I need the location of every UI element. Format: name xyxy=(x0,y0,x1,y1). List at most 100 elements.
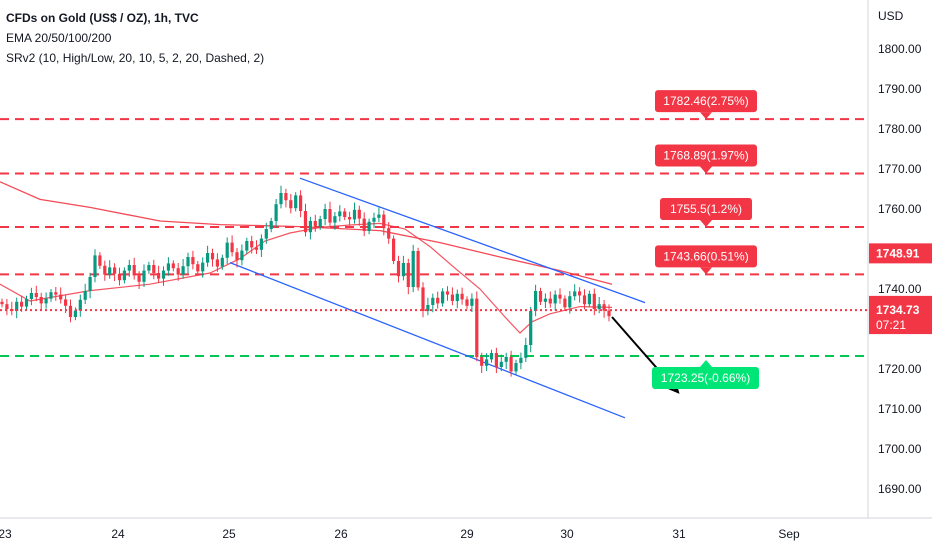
candle-body xyxy=(333,216,337,223)
candle-body xyxy=(592,293,596,309)
candle-body xyxy=(250,241,254,248)
candle-body xyxy=(264,229,268,239)
candle-body xyxy=(441,291,445,304)
candle-body xyxy=(494,353,498,367)
y-tick-label: 1770.00 xyxy=(878,162,922,176)
candle-body xyxy=(519,357,523,363)
candle-body xyxy=(313,221,317,227)
candle-body xyxy=(377,214,381,218)
candle-body xyxy=(289,200,293,209)
candle-body xyxy=(308,221,312,233)
candle-body xyxy=(382,214,386,229)
candle-body xyxy=(93,255,97,277)
candle-body xyxy=(348,217,352,220)
candle-body xyxy=(362,218,366,231)
candle-body xyxy=(323,209,327,219)
candle-body xyxy=(117,273,122,281)
candle-body xyxy=(15,301,19,311)
y-tick-label: 1710.00 xyxy=(878,402,922,416)
level-tag-pointer xyxy=(700,220,712,227)
candle-body xyxy=(137,275,141,282)
candle-body xyxy=(455,293,459,301)
price-axis-tag xyxy=(869,300,932,335)
candle-body xyxy=(460,293,464,300)
candle-body xyxy=(191,257,195,265)
candle-body xyxy=(367,221,371,231)
x-tick-label: 26 xyxy=(334,527,348,541)
candle-body xyxy=(480,357,484,366)
candle-body xyxy=(558,294,562,299)
candle-body xyxy=(161,270,166,279)
candle-body xyxy=(426,305,430,311)
candle-body xyxy=(416,251,420,288)
x-tick-label: Sep xyxy=(778,527,800,541)
candle-body xyxy=(499,361,503,367)
symbol-title[interactable]: CFDs on Gold (US$ / OZ), 1h, TVC xyxy=(6,11,199,25)
resistance-tag-label: 1755.5(1.2%) xyxy=(670,202,742,216)
ema-indicator-label[interactable]: EMA 20/50/100/200 xyxy=(6,31,112,45)
candle-body xyxy=(504,357,508,362)
time-axis-bg xyxy=(0,518,868,550)
candle-body xyxy=(147,265,151,271)
candle-body xyxy=(587,293,591,305)
resistance-tag-box xyxy=(655,144,757,167)
support-tag-box xyxy=(652,367,759,389)
candle-body xyxy=(465,299,469,306)
candle-body xyxy=(538,291,543,302)
candle-body xyxy=(529,311,533,345)
candle-body xyxy=(509,357,513,372)
resistance-tag-box xyxy=(660,198,752,220)
candle-body xyxy=(20,301,24,307)
candle-body xyxy=(318,219,322,227)
y-tick-label: 1700.00 xyxy=(878,442,922,456)
y-tick-label: 1690.00 xyxy=(878,482,922,496)
candle-body xyxy=(210,253,215,260)
candle-body xyxy=(548,298,552,304)
candle-body xyxy=(470,298,474,306)
candle-body xyxy=(582,295,587,305)
price-axis-tag xyxy=(869,243,932,264)
candle-body xyxy=(357,209,361,219)
candle-body xyxy=(259,238,263,250)
price-axis-bg xyxy=(868,0,932,550)
x-tick-label: 31 xyxy=(672,527,686,541)
candle-body xyxy=(254,247,259,250)
candle-body xyxy=(181,266,185,275)
candle-body xyxy=(29,293,33,299)
candle-body xyxy=(49,292,53,299)
candle-body xyxy=(524,345,528,358)
candle-body xyxy=(578,291,582,296)
candle-body xyxy=(269,221,273,229)
channel-lower-line xyxy=(229,261,626,419)
candle-body xyxy=(39,297,43,304)
candle-body xyxy=(225,242,229,258)
candle-body xyxy=(83,291,87,300)
candlesticks xyxy=(0,185,611,377)
candle-body xyxy=(88,277,92,291)
support-tag-label: 1723.25(-0.66%) xyxy=(661,371,750,385)
y-tick-label: 1720.00 xyxy=(878,362,922,376)
candle-body xyxy=(68,305,73,317)
srv2-indicator-label[interactable]: SRv2 (10, High/Low, 20, 10, 5, 2, 20, Da… xyxy=(6,51,265,65)
resistance-tag-label: 1768.89(1.97%) xyxy=(663,148,748,162)
candle-body xyxy=(421,287,425,311)
y-tick-label: 1800.00 xyxy=(878,42,922,56)
candle-body xyxy=(450,294,454,301)
y-tick-label: 1780.00 xyxy=(878,122,922,136)
candle-body xyxy=(44,298,48,304)
candle-body xyxy=(132,265,136,276)
candle-body xyxy=(245,241,249,251)
y-tick-label: 1760.00 xyxy=(878,202,922,216)
candle-body xyxy=(274,204,278,221)
ema-lines xyxy=(0,181,613,334)
ema-slow-line xyxy=(0,181,613,285)
candle-body xyxy=(113,267,117,274)
candle-body xyxy=(372,217,376,222)
price-axis-tag-label: 1748.91 xyxy=(876,246,920,260)
candle-body xyxy=(597,304,601,309)
candle-body xyxy=(489,353,494,360)
candle-body xyxy=(553,294,557,304)
candle-body xyxy=(34,293,38,297)
